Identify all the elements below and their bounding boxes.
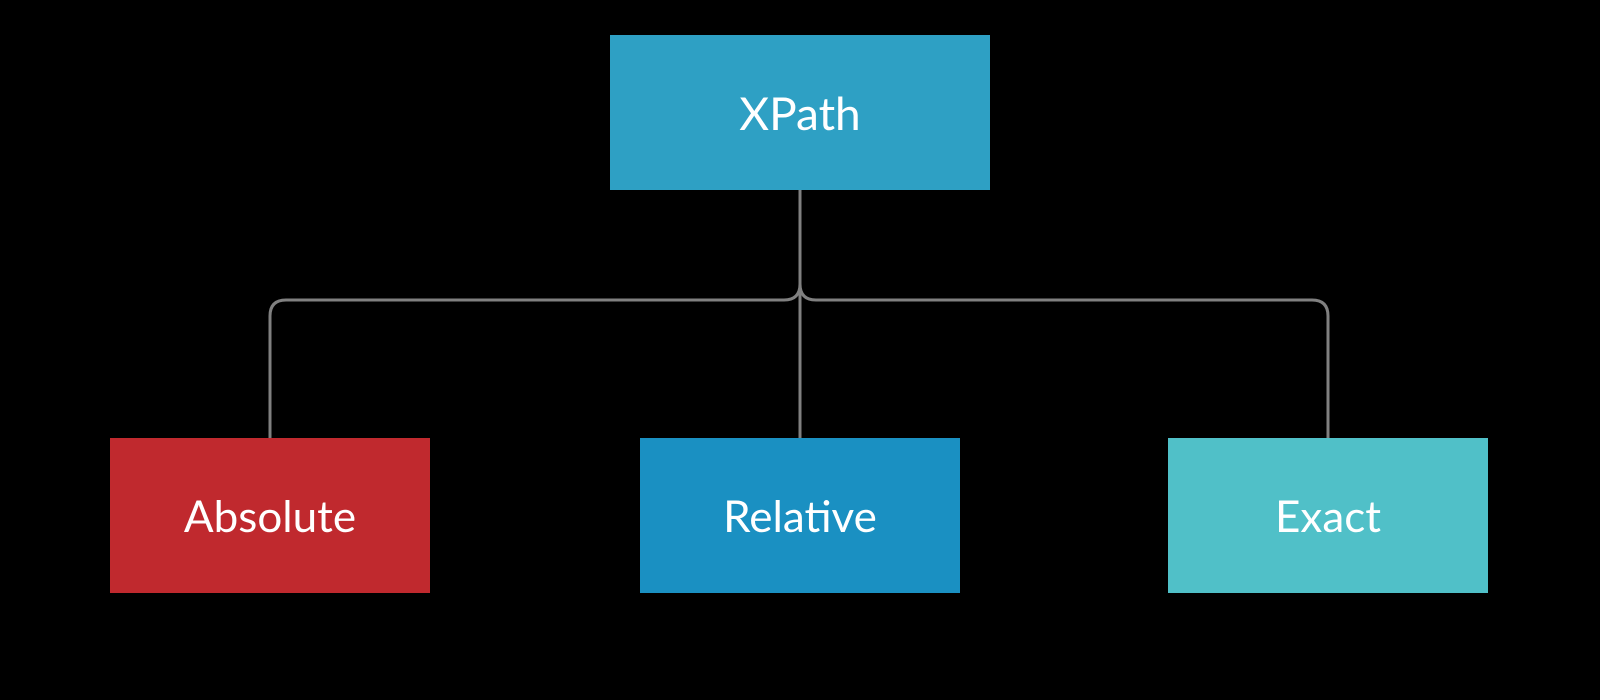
xpath-tree-diagram: XPath Absolute Relative Exact: [0, 0, 1600, 700]
child-node-relative: Relative: [640, 438, 960, 593]
root-node-xpath: XPath: [610, 35, 990, 190]
child-node-exact: Exact: [1168, 438, 1488, 593]
child-node-label: Relative: [723, 490, 877, 542]
root-node-label: XPath: [739, 85, 860, 140]
child-node-label: Absolute: [184, 490, 356, 542]
child-node-label: Exact: [1275, 490, 1381, 542]
child-node-absolute: Absolute: [110, 438, 430, 593]
